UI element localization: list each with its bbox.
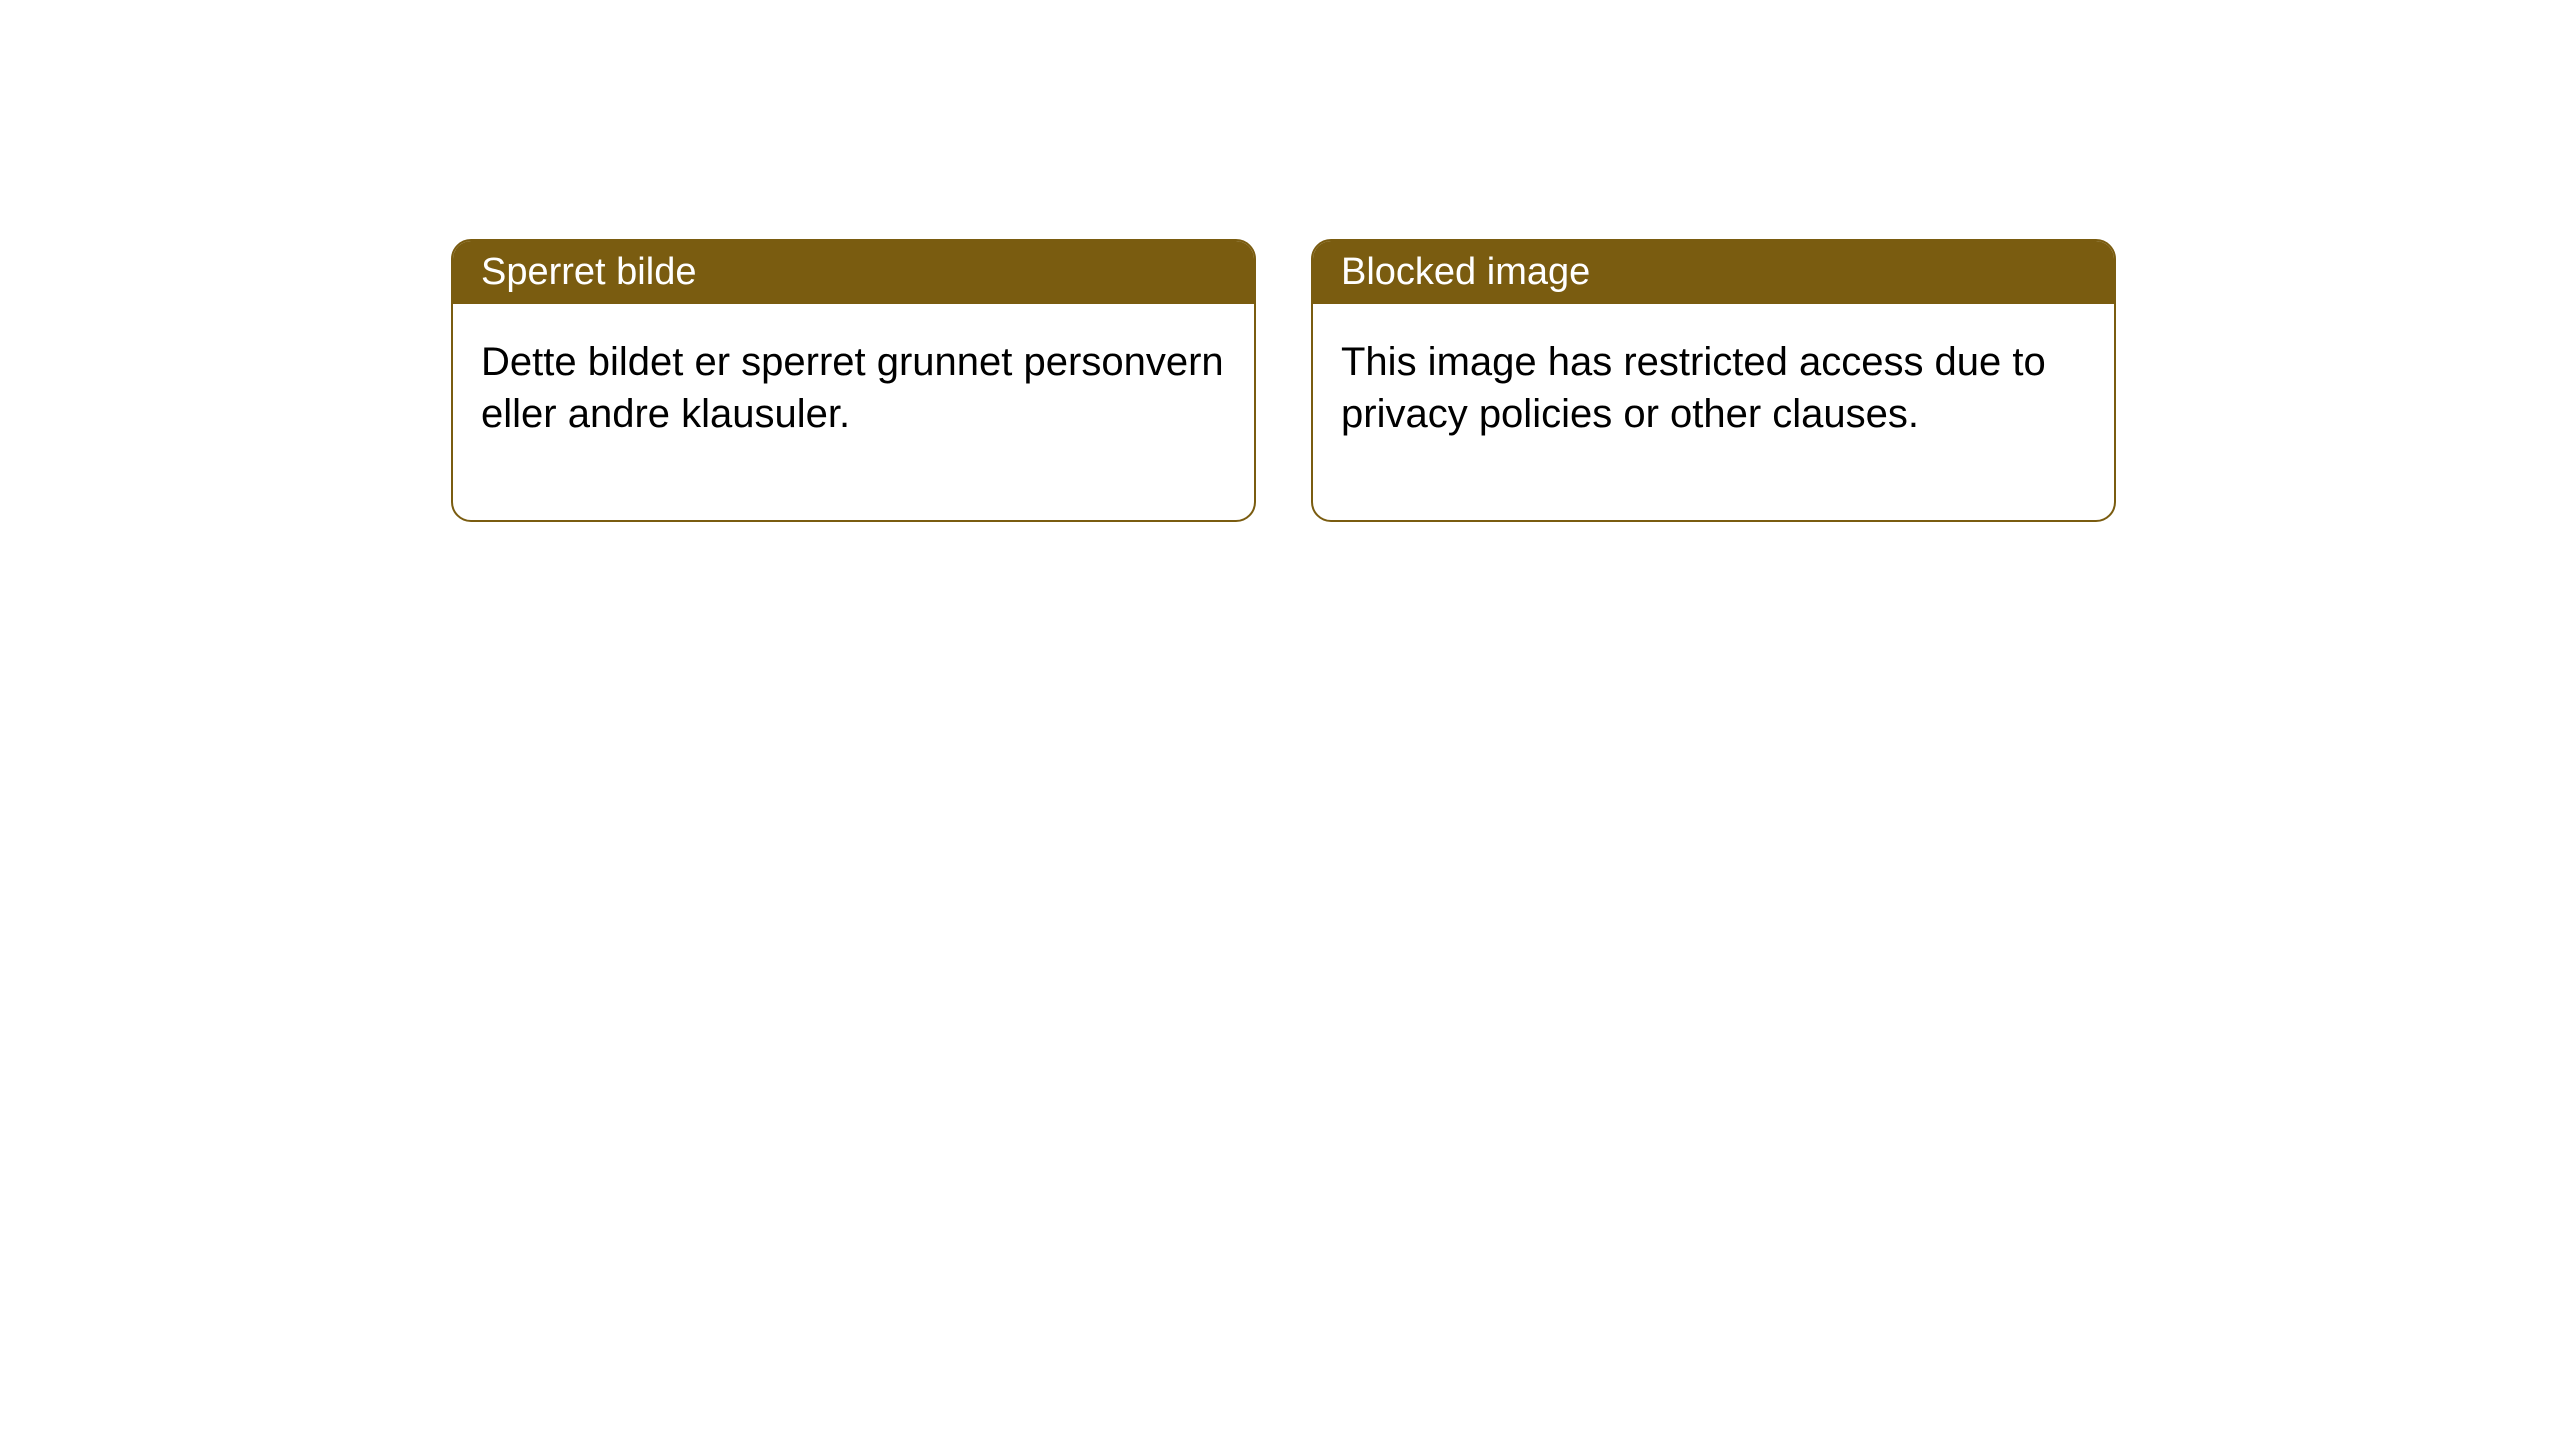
notice-header: Blocked image [1313,241,2114,304]
notice-card-norwegian: Sperret bilde Dette bildet er sperret gr… [451,239,1256,522]
notice-header: Sperret bilde [453,241,1254,304]
notice-body: This image has restricted access due to … [1313,304,2114,520]
notice-body: Dette bildet er sperret grunnet personve… [453,304,1254,520]
notice-card-english: Blocked image This image has restricted … [1311,239,2116,522]
notice-container: Sperret bilde Dette bildet er sperret gr… [451,239,2116,522]
